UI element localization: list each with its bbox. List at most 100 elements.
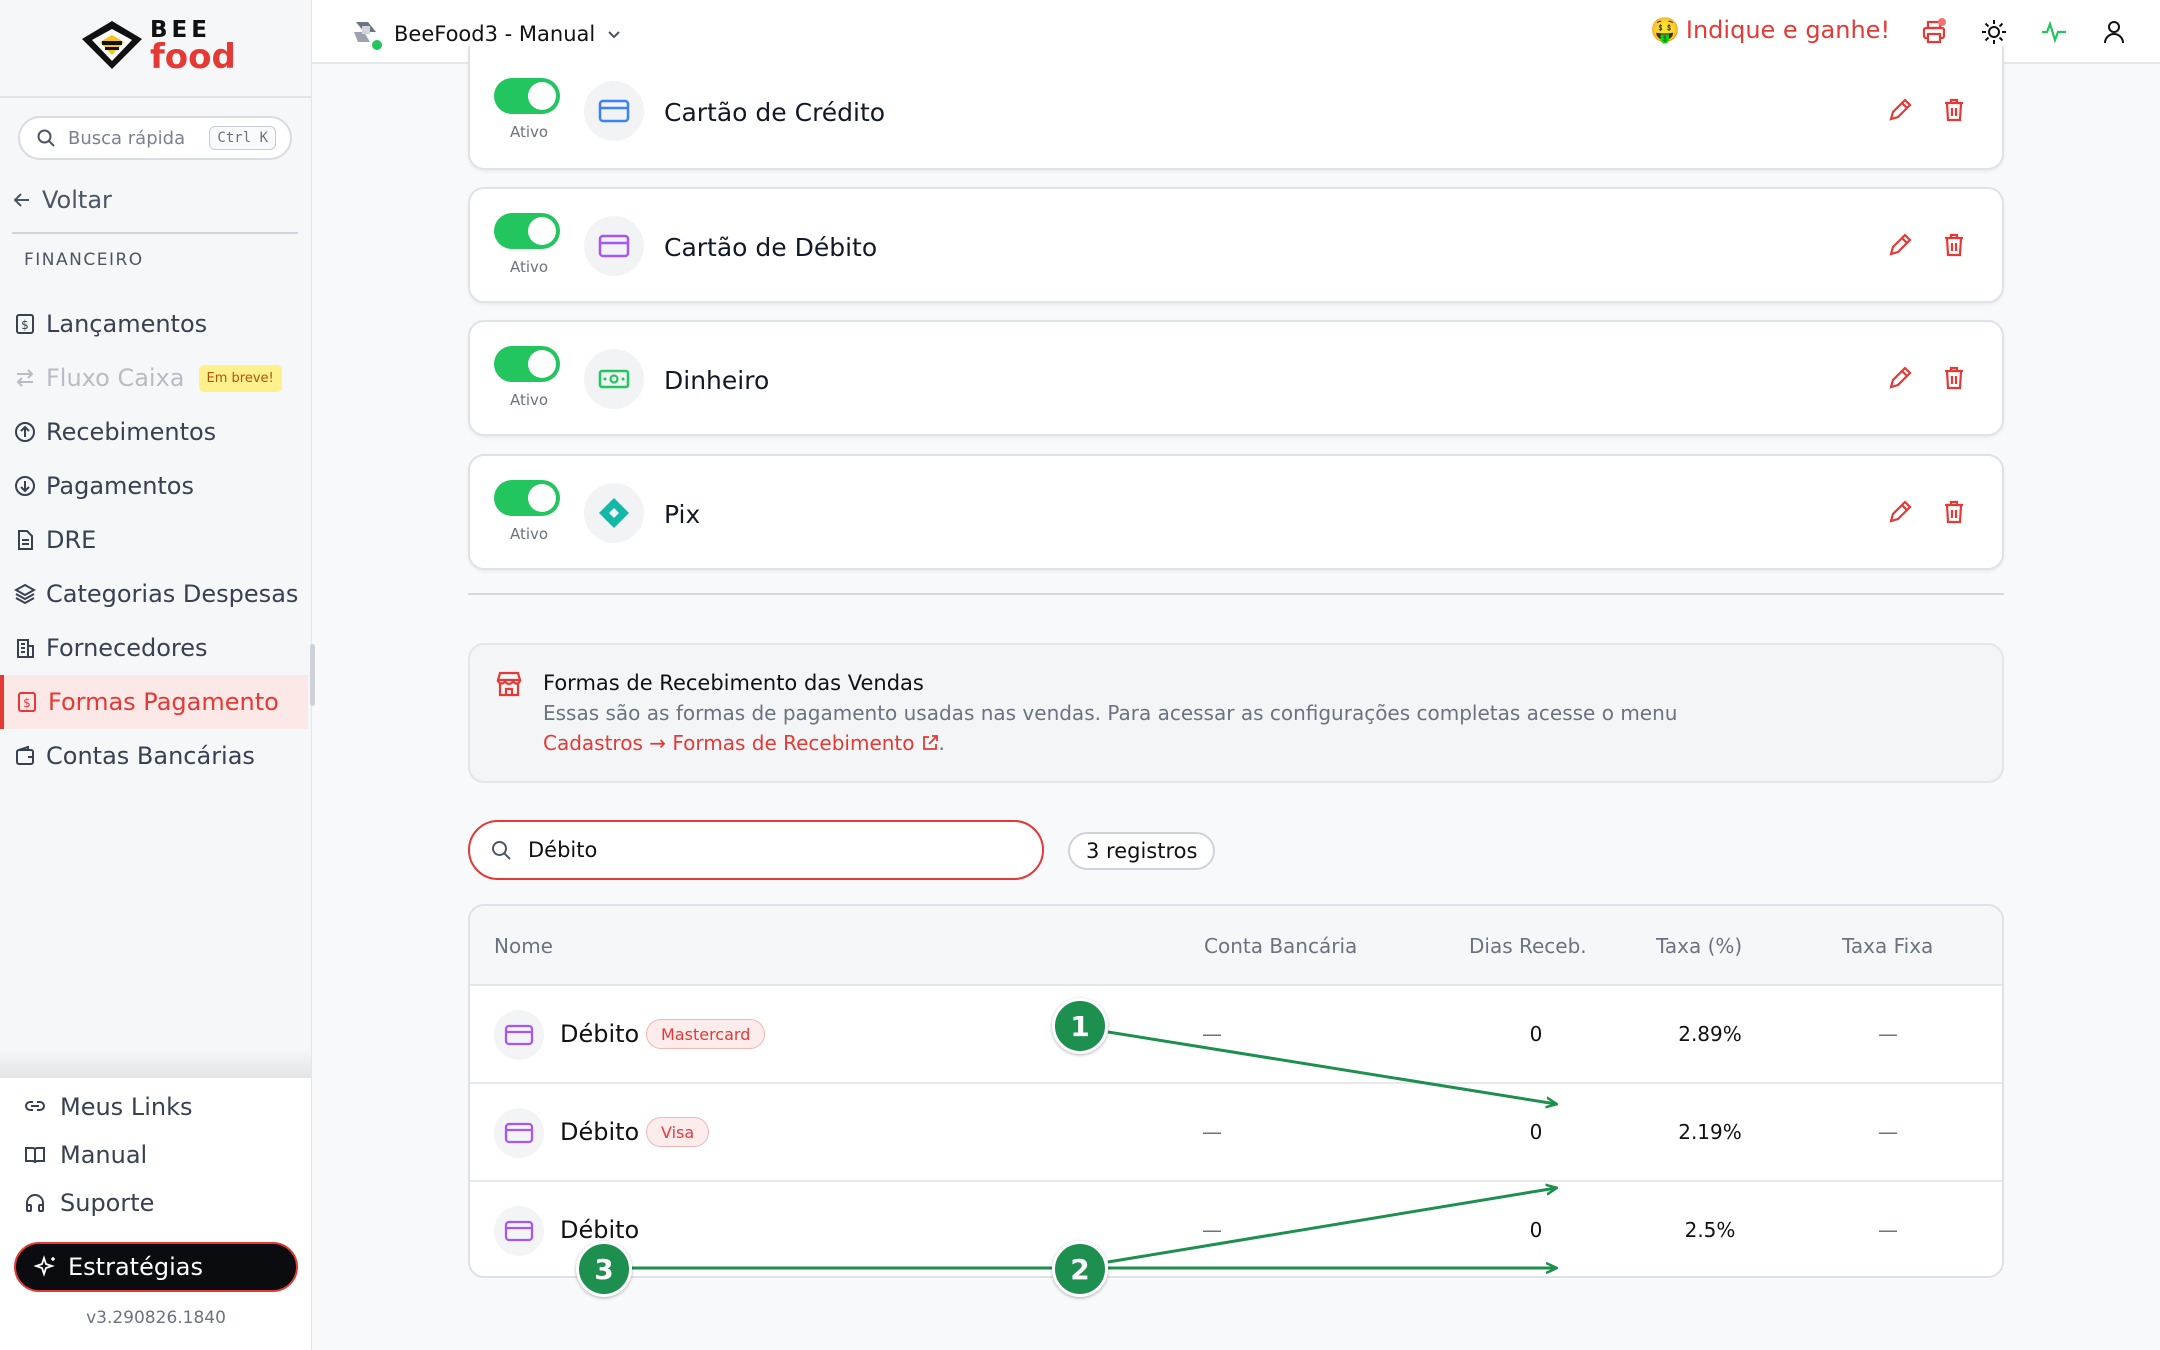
document-icon <box>18 530 33 550</box>
credit-card-icon <box>598 99 630 123</box>
printer-icon <box>1922 18 1946 44</box>
my-links-link[interactable]: Meus Links <box>24 1093 192 1121</box>
theme-toggle-button[interactable] <box>1980 18 2008 46</box>
user-menu-button[interactable] <box>2100 18 2128 46</box>
edit-button[interactable] <box>1886 364 1914 392</box>
delete-button[interactable] <box>1940 96 1968 124</box>
receipt-icon: $ <box>18 692 36 712</box>
table-row[interactable]: Débito Mastercard — 0 2.89% — <box>470 986 2002 1084</box>
trash-icon <box>1945 233 1963 257</box>
active-toggle[interactable] <box>494 346 560 382</box>
sidebar-item-fluxo-caixa[interactable]: Fluxo Caixa Em breve! <box>0 351 312 405</box>
active-toggle[interactable] <box>494 480 560 516</box>
column-header-bank-account[interactable]: Conta Bancária <box>1204 934 1358 958</box>
sun-icon <box>1982 20 2006 44</box>
sidebar-item-recebimentos[interactable]: Recebimentos <box>0 405 312 459</box>
referral-label: Indique e ganhe! <box>1685 16 1891 44</box>
sidebar-item-label: Pagamentos <box>46 472 194 500</box>
quick-search[interactable]: Busca rápida Ctrl K <box>18 116 292 160</box>
sidebar-fade <box>0 1050 311 1078</box>
printer-button[interactable] <box>1920 18 1948 46</box>
layers-icon <box>14 583 36 605</box>
debit-card-icon <box>598 234 630 258</box>
logo-text-bottom: food <box>150 37 236 77</box>
active-toggle[interactable] <box>494 78 560 114</box>
strategies-button[interactable]: Estratégias <box>14 1242 298 1292</box>
strategies-label: Estratégias <box>68 1253 203 1281</box>
row-icon-wrap <box>494 1010 544 1060</box>
column-header-rate[interactable]: Taxa (%) <box>1656 934 1743 958</box>
info-description: Essas são as formas de pagamento usadas … <box>543 701 1678 725</box>
store-avatar-icon <box>354 22 384 52</box>
method-icon-wrap <box>584 483 644 543</box>
arrow-up-circle-icon <box>15 422 35 442</box>
sidebar-nav: $ Lançamentos Fluxo Caixa Em breve! Rece… <box>0 297 312 783</box>
table-row[interactable]: Débito Visa — 0 2.19% — <box>470 1084 2002 1182</box>
edit-button[interactable] <box>1886 231 1914 259</box>
sidebar-item-lancamentos[interactable]: $ Lançamentos <box>0 297 312 351</box>
sidebar-item-formas-pagamento[interactable]: $ Formas Pagamento <box>0 675 308 729</box>
column-header-name[interactable]: Nome <box>494 934 553 958</box>
store-icon <box>496 671 522 697</box>
sidebar-item-dre[interactable]: DRE <box>0 513 312 567</box>
sidebar-item-label: Recebimentos <box>46 418 217 446</box>
card-brand-badge: Mastercard <box>646 1019 766 1049</box>
method-icon-wrap <box>584 216 644 276</box>
trash-icon <box>1945 98 1963 122</box>
external-link-icon[interactable] <box>921 734 939 752</box>
referral-link[interactable]: 🤑 Indique e ganhe! <box>1650 16 1890 44</box>
row-days: 0 <box>1529 1218 1543 1242</box>
my-links-label: Meus Links <box>60 1093 193 1121</box>
manual-link[interactable]: Manual <box>24 1141 147 1169</box>
support-link[interactable]: Suporte <box>24 1189 154 1217</box>
bee-logo-icon <box>82 21 142 69</box>
search-icon <box>37 129 55 147</box>
column-header-fixed-fee[interactable]: Taxa Fixa <box>1842 934 1934 958</box>
method-name: Dinheiro <box>664 366 770 395</box>
sidebar-resize-handle[interactable] <box>310 644 315 706</box>
sidebar-footer <box>0 1078 311 1350</box>
store-selector[interactable]: BeeFood3 - Manual <box>348 16 623 52</box>
row-days: 0 <box>1529 1120 1543 1144</box>
beefood-logo[interactable]: BEE food <box>78 18 236 77</box>
delete-button[interactable] <box>1940 498 1968 526</box>
link-icon <box>25 1101 45 1111</box>
search-icon <box>492 841 511 860</box>
status-label: Ativo <box>510 391 549 409</box>
store-name: BeeFood3 - Manual <box>394 22 596 46</box>
sidebar-item-pagamentos[interactable]: Pagamentos <box>0 459 312 513</box>
column-header-days[interactable]: Dias Receb. <box>1469 934 1587 958</box>
row-fixed-fee: — <box>1878 1022 1898 1046</box>
pencil-icon <box>1889 500 1912 523</box>
edit-button[interactable] <box>1886 96 1914 124</box>
cadastros-link[interactable]: Cadastros → Formas de Recebimento <box>543 731 915 755</box>
back-link[interactable]: Voltar <box>12 186 112 214</box>
activity-button[interactable] <box>2040 18 2068 46</box>
user-icon <box>2104 21 2124 44</box>
active-toggle[interactable] <box>494 213 560 249</box>
info-box: Formas de Recebimento das Vendas Essas s… <box>468 643 2004 783</box>
row-name: Débito <box>560 1118 640 1146</box>
search-placeholder: Busca rápida <box>68 127 186 149</box>
sidebar-item-contas-bancarias[interactable]: Contas Bancárias <box>0 729 312 783</box>
headset-icon <box>26 1194 44 1212</box>
sidebar-item-categorias-despesas[interactable]: Categorias Despesas <box>0 567 312 621</box>
method-icon-wrap <box>584 81 644 141</box>
card-brand-badge: Visa <box>646 1117 710 1147</box>
money-face-icon: 🤑 <box>1650 16 1680 44</box>
filter-search-input[interactable]: Débito <box>468 820 1044 880</box>
delete-button[interactable] <box>1940 364 1968 392</box>
delete-button[interactable] <box>1940 231 1968 259</box>
info-title: Formas de Recebimento das Vendas <box>543 671 924 695</box>
pix-icon <box>599 498 629 528</box>
receipt-icon: $ <box>16 314 34 334</box>
method-name: Pix <box>664 500 701 529</box>
method-icon-wrap <box>584 349 644 409</box>
row-bank-account: — <box>1202 1218 1222 1242</box>
book-icon <box>25 1147 45 1164</box>
sidebar-item-label: Fluxo Caixa <box>46 364 185 392</box>
section-divider <box>468 593 2004 595</box>
edit-button[interactable] <box>1886 498 1914 526</box>
table-row[interactable]: Débito — 0 2.5% — <box>470 1182 2002 1276</box>
sidebar-item-fornecedores[interactable]: Fornecedores <box>0 621 312 675</box>
